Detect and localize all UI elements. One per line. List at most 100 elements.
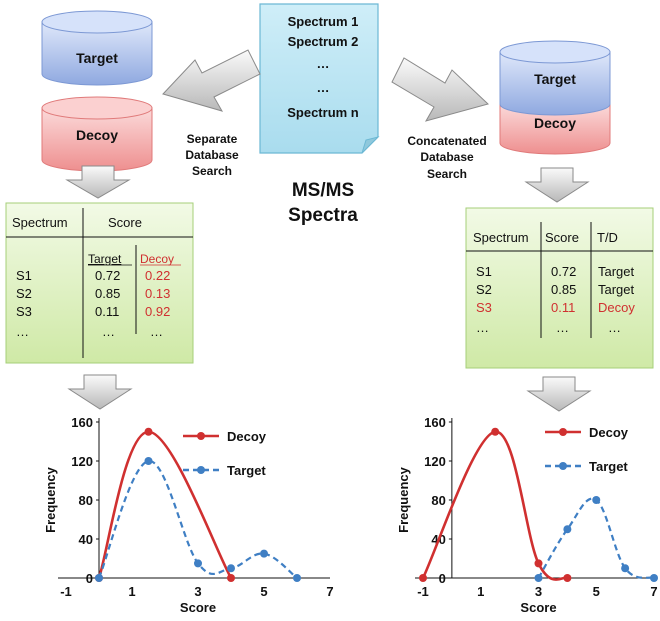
right-header-score: Score: [545, 230, 579, 245]
right-header-spectrum: Spectrum: [473, 230, 529, 245]
left-target-label: Target: [76, 50, 118, 66]
right-decoy-data-point: [419, 574, 427, 582]
separate-search-line2: Database: [185, 148, 239, 162]
right-y-tick-label: 80: [431, 493, 445, 508]
right-decoy-label: Decoy: [534, 115, 576, 131]
right-x-axis-label: Score: [520, 600, 556, 615]
right-decoy-data-point: [491, 427, 500, 436]
left-row-2-target: 0.85: [95, 286, 120, 301]
right-row-1-score: 0.72: [551, 264, 576, 279]
right-x-tick-label: -1: [417, 584, 429, 599]
right-row-3-score: 0.11: [551, 300, 575, 315]
right-target-data-point: [650, 574, 658, 582]
right-row-1-td: Target: [598, 264, 635, 279]
left-target-data-point: [194, 559, 202, 568]
left-header-spectrum: Spectrum: [12, 215, 68, 230]
left-row-1-target: 0.72: [95, 268, 120, 283]
right-x-tick-label: 1: [477, 584, 484, 599]
left-x-tick-label: -1: [60, 584, 72, 599]
right-row-2-td: Target: [598, 282, 635, 297]
left-legend-target-label: Target: [227, 463, 266, 478]
left-row-1-spectrum: S1: [16, 268, 32, 283]
right-legend-target-label: Target: [589, 459, 628, 474]
right-legend-decoy-marker: [559, 428, 567, 436]
left-score-distribution-chart: 0 40 80 120 160 -1 1 3 5 7 Score Frequency Decoy Targ…: [43, 415, 334, 615]
down-arrow-right-top-icon: [524, 167, 590, 203]
right-row-4-score: …: [556, 320, 569, 335]
right-x-tick-label: 5: [593, 584, 600, 599]
right-row-2-spectrum: S2: [476, 282, 492, 297]
left-target-data-point: [293, 574, 301, 582]
right-y-tick-label: 0: [439, 571, 446, 586]
left-target-data-point: [260, 549, 268, 558]
left-decoy-series-line: [97, 430, 233, 579]
separate-search-line1: Separate: [187, 132, 238, 146]
left-row-3-decoy: 0.92: [145, 304, 170, 319]
left-x-tick-label: 1: [128, 584, 135, 599]
left-x-tick-label: 3: [194, 584, 201, 599]
left-legend-decoy-marker: [197, 432, 205, 440]
left-target-data-point: [227, 564, 235, 573]
left-row-3-spectrum: S3: [16, 304, 32, 319]
right-target-label: Target: [534, 71, 576, 87]
left-legend-target-marker: [197, 466, 205, 474]
right-results-table: Spectrum Score T/D S1 0.72 Target S2 0.8…: [465, 207, 654, 369]
right-target-data-point: [534, 574, 543, 582]
down-arrow-left-top-icon: [65, 165, 131, 199]
right-y-axis-label: Frequency: [396, 466, 411, 533]
left-row-4-target: …: [102, 324, 115, 339]
spectrum-line-2: Spectrum 2: [288, 34, 359, 49]
left-results-table: Spectrum Score Target Decoy S1 0.72 0.22…: [5, 202, 194, 364]
right-legend-decoy-label: Decoy: [589, 425, 629, 440]
spectrum-line-n: Spectrum n: [287, 105, 359, 120]
down-arrow-left-bottom-icon: [67, 374, 133, 410]
left-y-tick-label: 80: [79, 493, 93, 508]
right-y-tick-label: 120: [424, 454, 446, 469]
right-x-tick-label: 3: [535, 584, 542, 599]
left-target-data-point: [144, 457, 153, 465]
left-row-1-decoy: 0.22: [145, 268, 170, 283]
spectrum-line-1: Spectrum 1: [288, 14, 359, 29]
left-x-axis-label: Score: [180, 600, 216, 615]
left-decoy-data-point: [227, 574, 235, 582]
right-y-tick-label: 160: [424, 415, 446, 430]
left-y-axis-label: Frequency: [43, 466, 58, 533]
right-row-1-spectrum: S1: [476, 264, 492, 279]
concat-search-line1: Concatenated: [407, 134, 486, 148]
right-row-4-td: …: [608, 320, 621, 335]
left-decoy-database: Decoy: [41, 96, 153, 172]
right-row-2-score: 0.85: [551, 282, 576, 297]
left-decoy-data-point: [144, 427, 153, 436]
arrow-to-left-databases-icon: [162, 49, 261, 112]
left-target-data-point: [95, 574, 103, 582]
right-row-3-spectrum: S3: [476, 300, 492, 315]
left-row-4-spectrum: …: [16, 324, 29, 339]
separate-search-line3: Search: [192, 164, 232, 178]
right-decoy-data-point: [563, 574, 572, 582]
left-subheader-decoy: Decoy: [140, 252, 174, 266]
ms-ms-label: MS/MS: [292, 180, 354, 201]
left-subheader-target: Target: [88, 252, 122, 266]
spectra-label: Spectra: [288, 205, 358, 226]
concat-search-line2: Database: [420, 150, 474, 164]
left-y-tick-label: 160: [71, 415, 93, 430]
right-target-data-point: [592, 496, 601, 504]
spectrum-ellipsis-1: …: [317, 56, 330, 71]
left-row-3-target: 0.11: [95, 304, 119, 319]
left-row-4-decoy: …: [150, 324, 163, 339]
right-decoy-series-line: [421, 430, 568, 581]
right-row-4-spectrum: …: [476, 320, 489, 335]
right-legend-target-marker: [559, 462, 567, 470]
left-y-tick-label: 40: [79, 532, 93, 547]
right-row-3-td: Decoy: [598, 300, 635, 315]
left-legend-decoy-label: Decoy: [227, 429, 267, 444]
left-x-tick-label: 5: [260, 584, 267, 599]
right-x-tick-label: 7: [650, 584, 657, 599]
left-target-database: Target: [41, 10, 153, 86]
left-y-tick-label: 0: [86, 571, 93, 586]
left-row-2-spectrum: S2: [16, 286, 32, 301]
right-target-series-line: [537, 497, 655, 580]
spectrum-ellipsis-2: …: [317, 80, 330, 95]
